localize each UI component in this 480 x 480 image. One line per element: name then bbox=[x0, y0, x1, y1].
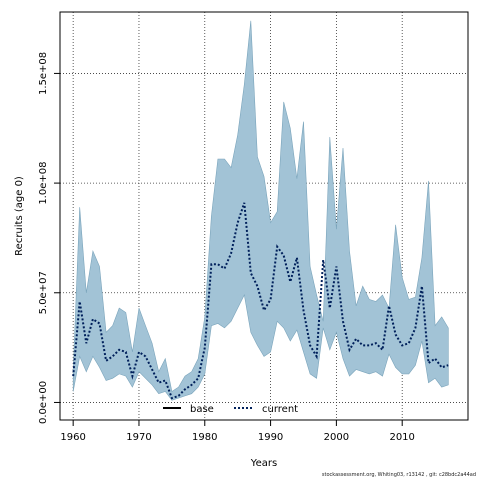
y-axis-label: Recruits (age 0) bbox=[14, 176, 25, 256]
legend-current-label: current bbox=[262, 404, 298, 415]
x-tick-label-4: 2000 bbox=[324, 432, 349, 443]
y-tick-label-3: 1.5e+08 bbox=[38, 52, 49, 95]
x-tick-label-0: 1960 bbox=[60, 432, 85, 443]
x-tick-label-5: 2010 bbox=[389, 432, 414, 443]
x-axis-label: Years bbox=[250, 458, 277, 469]
x-tick-label-2: 1980 bbox=[192, 432, 217, 443]
y-tick-label-0: 0.0e+00 bbox=[38, 381, 49, 424]
series-current-line bbox=[72, 202, 449, 400]
x-tick-label-3: 1990 bbox=[258, 432, 283, 443]
x-axis: 1960 1970 1980 1990 2000 2010 bbox=[60, 420, 415, 443]
legend: base current bbox=[163, 404, 298, 415]
legend-base-label: base bbox=[190, 404, 214, 415]
footer-credit: stockassessment.org, Whiting03, r13142 ,… bbox=[321, 472, 476, 478]
x-tick-label-1: 1970 bbox=[126, 432, 151, 443]
y-axis: 0.0e+00 5.0e+07 1.0e+08 1.5e+08 bbox=[38, 52, 60, 424]
y-tick-label-2: 1.0e+08 bbox=[38, 162, 49, 205]
plot-frame bbox=[59, 11, 469, 421]
confidence-band bbox=[72, 20, 449, 401]
y-tick-label-1: 5.0e+07 bbox=[38, 271, 49, 314]
